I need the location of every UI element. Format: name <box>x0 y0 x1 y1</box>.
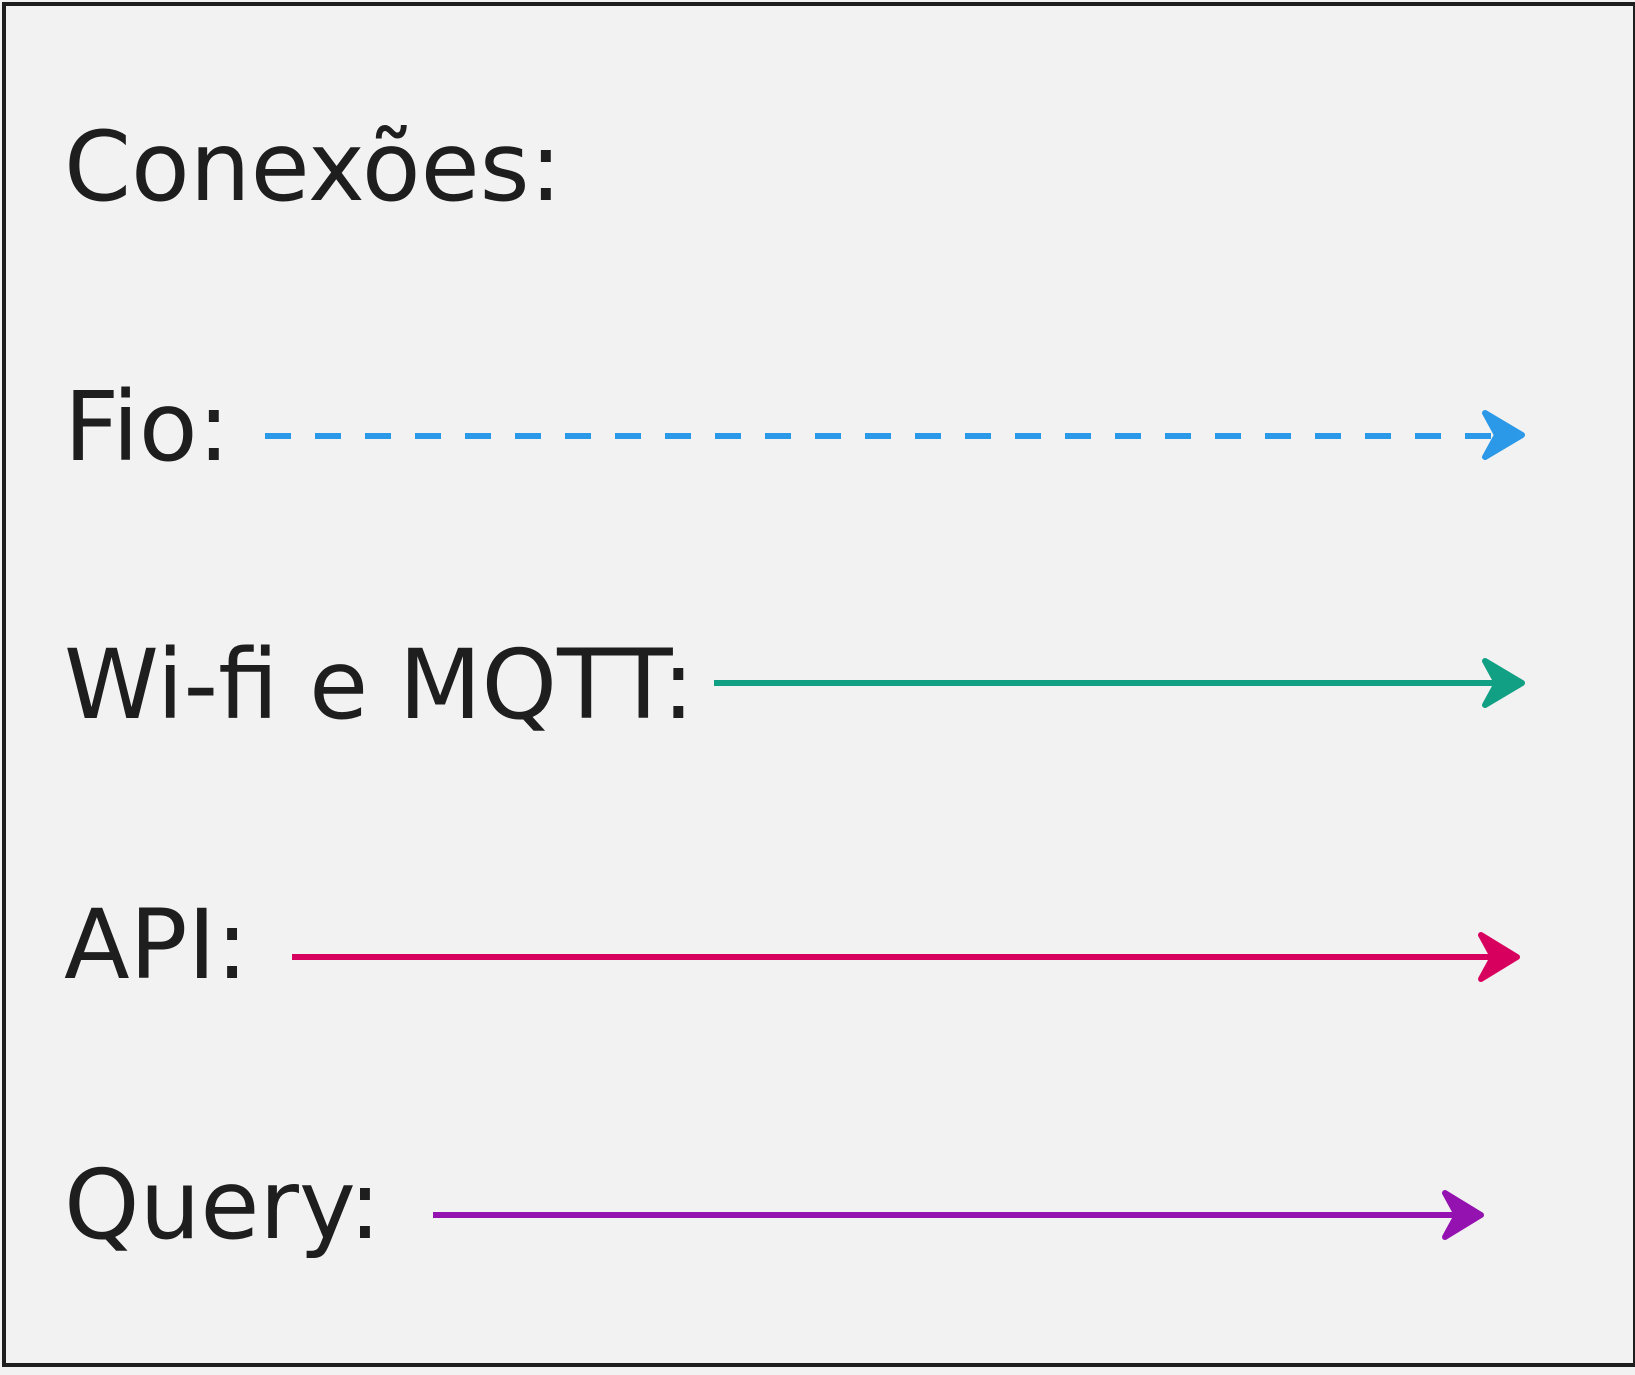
legend-label-query: Query: <box>64 1149 381 1261</box>
arrowhead-icon <box>1482 410 1525 460</box>
arrowhead-icon <box>1482 658 1525 708</box>
legend-row-query: Query: <box>64 1149 1484 1261</box>
legend-label-api: API: <box>64 889 248 1001</box>
arrowhead-icon <box>1442 1190 1484 1240</box>
legend-row-api: API: <box>64 889 1520 1001</box>
legend-row-wifi-mqtt: Wi-fi e MQTT: <box>64 629 1525 741</box>
legend-label-fio: Fio: <box>64 371 230 483</box>
legend-row-fio: Fio: <box>64 371 1525 483</box>
legend-label-wifi-mqtt: Wi-fi e MQTT: <box>64 629 694 741</box>
arrowhead-icon <box>1478 932 1520 982</box>
legend-title: Conexões: <box>64 111 562 223</box>
